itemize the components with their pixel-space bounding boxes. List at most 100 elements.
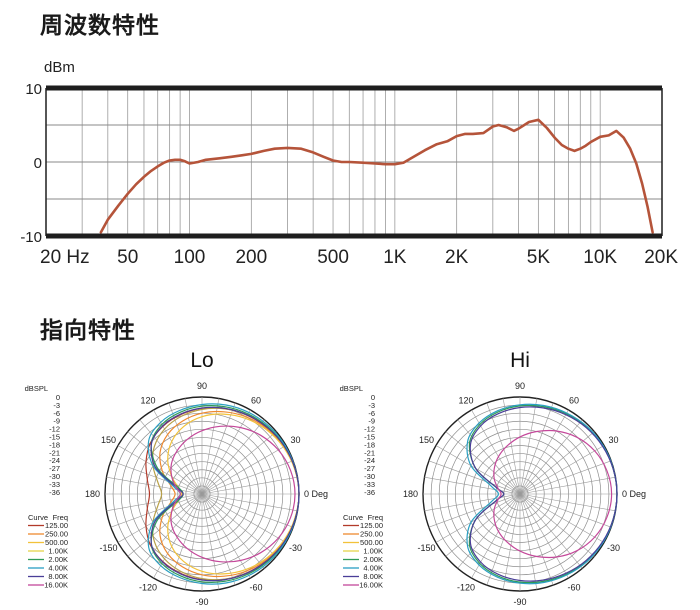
legend-freq-label: 500.00 — [360, 538, 383, 547]
polar-scale-label: -6 — [53, 409, 60, 418]
polar-spoke — [201, 493, 287, 543]
polar-angle-label: 30 — [291, 435, 301, 445]
polar-angle-label: -60 — [249, 583, 262, 593]
polar-scale-label: -27 — [364, 464, 375, 473]
polar-scale-label: -36 — [49, 488, 60, 497]
polar-spoke — [201, 445, 287, 495]
polar-angle-label: 90 — [197, 381, 207, 391]
polar-scale-label: -21 — [49, 448, 60, 457]
polar-spoke — [201, 460, 294, 495]
polar-angle-label: 180 — [85, 489, 100, 499]
x-tick-label: 20K — [644, 247, 678, 268]
polar-spoke — [428, 493, 521, 528]
polar-spoke — [502, 493, 521, 590]
polar-angle-label: 150 — [419, 435, 434, 445]
legend-freq-label: 16.00K — [359, 581, 383, 590]
polar-angle-label: -30 — [607, 543, 620, 553]
polar-spoke — [519, 493, 583, 569]
polar-spoke — [106, 476, 203, 495]
polar-angle-label: 120 — [458, 395, 473, 405]
polar-scale-label: -24 — [364, 456, 375, 465]
polar-angle-label: -90 — [195, 597, 208, 607]
polar-chart-hi: Hi0 Deg306090120150180-150-120-90-60-30d… — [340, 349, 646, 607]
polar-spoke — [502, 398, 521, 495]
legend-header-curve: Curve — [343, 513, 363, 522]
y-tick-label: 0 — [34, 155, 42, 172]
legend-freq-label: 250.00 — [45, 530, 68, 539]
x-tick-label: 200 — [235, 247, 267, 268]
polar-spoke — [519, 493, 605, 543]
polar-spoke — [519, 409, 569, 495]
polar-angle-label: 0 Deg — [622, 489, 646, 499]
polar-spoke — [117, 445, 203, 495]
polar-spoke — [201, 493, 298, 512]
polar-scale-label: -27 — [49, 464, 60, 473]
polar-spoke — [519, 431, 595, 495]
polar-scale-label: -15 — [364, 433, 375, 442]
polar-spoke — [486, 493, 521, 586]
polar-spoke — [428, 460, 521, 495]
polar-spoke — [519, 493, 616, 512]
polar-angle-label: -90 — [513, 597, 526, 607]
polar-spoke — [519, 460, 612, 495]
polar-spoke — [486, 402, 521, 495]
frequency-response-line — [99, 118, 654, 234]
x-tick-label: 20 Hz — [40, 247, 90, 268]
polar-spoke — [201, 493, 294, 528]
polar-scale-label: -12 — [364, 425, 375, 434]
legend-freq-label: 16.00K — [44, 581, 68, 590]
polar-scale-label: -30 — [364, 472, 375, 481]
polar-scale-label: -21 — [364, 448, 375, 457]
polar-series-curve — [167, 413, 300, 575]
polar-spoke — [127, 431, 203, 495]
polar-scale-label: -9 — [53, 417, 60, 426]
polar-scale-label: -33 — [364, 480, 375, 489]
polar-spoke — [435, 493, 521, 543]
polar-scale-title: dBSPL — [25, 384, 48, 393]
polar-spoke — [184, 398, 203, 495]
polar-spoke — [519, 493, 554, 586]
legend-freq-label: 125.00 — [360, 521, 383, 530]
legend-header-freq: Freq — [53, 513, 68, 522]
polar-angle-label: 90 — [515, 381, 525, 391]
polar-title: Lo — [190, 349, 213, 372]
legend-freq-label: 2.00K — [48, 555, 68, 564]
x-tick-label: 1K — [383, 247, 407, 268]
polar-scale-label: -18 — [49, 440, 60, 449]
polar-spoke — [201, 493, 251, 579]
polar-angle-label: 0 Deg — [304, 489, 328, 499]
polar-angle-label: -120 — [139, 583, 157, 593]
x-tick-label: 2K — [445, 247, 469, 268]
directivity-heading: 指向特性 — [40, 318, 136, 344]
polar-title: Hi — [510, 349, 530, 372]
polar-spoke — [201, 493, 236, 586]
polar-spoke — [519, 493, 595, 557]
polar-angle-label: 60 — [569, 395, 579, 405]
x-tick-label: 5K — [527, 247, 551, 268]
polar-spoke — [184, 493, 203, 590]
polar-spoke — [445, 431, 521, 495]
polar-angle-label: -120 — [457, 583, 475, 593]
legend-freq-label: 8.00K — [363, 572, 383, 581]
polar-scale-title: dBSPL — [340, 384, 363, 393]
polar-angle-label: 150 — [101, 435, 116, 445]
polar-spoke — [201, 476, 298, 495]
polar-spoke — [519, 419, 583, 495]
polar-spoke — [201, 409, 251, 495]
polar-spoke — [519, 493, 569, 579]
polar-spoke — [457, 493, 521, 569]
polar-angle-label: -150 — [99, 543, 117, 553]
polar-scale-label: -12 — [49, 425, 60, 434]
polar-series-curve — [493, 429, 613, 559]
polar-scale-label: -15 — [49, 433, 60, 442]
polar-spoke — [519, 398, 538, 495]
polar-scale-label: -36 — [364, 488, 375, 497]
polar-spoke — [424, 493, 521, 512]
legend-freq-label: 1.00K — [48, 547, 68, 556]
polar-angle-label: 120 — [140, 395, 155, 405]
polar-angle-label: -60 — [567, 583, 580, 593]
polar-spoke — [127, 493, 203, 557]
x-tick-label: 50 — [117, 247, 138, 268]
